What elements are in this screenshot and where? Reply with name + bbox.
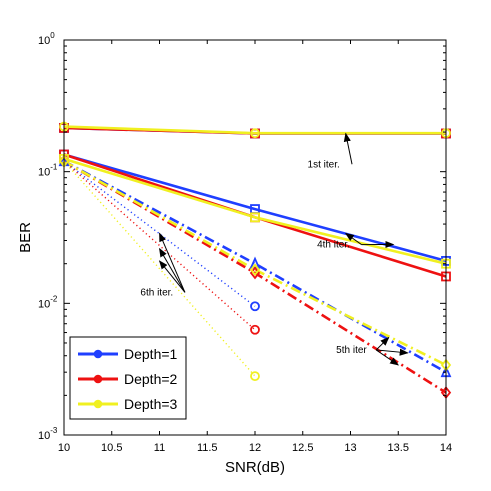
series-depth-3-4th-point xyxy=(250,212,260,223)
x-tick-label: 12.5 xyxy=(292,442,313,454)
y-axis-label: BER xyxy=(17,222,34,253)
y-tick-label: 100 xyxy=(38,31,55,47)
annotation-arrow xyxy=(343,132,353,165)
annotation-arrow xyxy=(375,349,399,366)
y-tick-label: 10-1 xyxy=(38,163,58,179)
annotation-arrow xyxy=(159,247,186,293)
x-tick-label: 14 xyxy=(440,442,452,454)
annotation-arrow xyxy=(376,348,409,356)
series-depth-3-4th-line xyxy=(63,157,447,265)
annotation-label: 1st iter. xyxy=(308,159,340,170)
plot-lines xyxy=(63,125,447,394)
legend-marker xyxy=(93,349,103,359)
series-depth-3-5th-point xyxy=(249,263,261,277)
series-depth-1-5th-point xyxy=(249,256,261,269)
legend-marker xyxy=(93,399,103,409)
plot-markers xyxy=(58,121,452,400)
annotation-label: 5th iter xyxy=(336,345,367,356)
annotation-arrow xyxy=(344,232,362,246)
y-tick-label: 10-2 xyxy=(38,294,58,310)
series-depth-2-5th-line xyxy=(63,160,447,394)
x-tick-label: 11.5 xyxy=(197,442,218,454)
annotation-arrow xyxy=(159,232,186,293)
series-depth-1-5th-line xyxy=(63,160,447,374)
annotation-label: 4th iter. xyxy=(317,240,350,251)
series-depth-3-5th-line xyxy=(63,160,447,367)
x-tick-label: 10.5 xyxy=(101,442,122,454)
series-depth-3-6th-point xyxy=(250,371,260,382)
x-tick-label: 11 xyxy=(154,442,165,454)
series-depth-2-6th-line xyxy=(63,160,256,331)
x-axis-ticks: 10 10.5 11 11.5 12 12.5 13 13.5 14 xyxy=(58,40,452,454)
series-depth-1-4th-line xyxy=(63,153,447,263)
x-axis-label: SNR(dB) xyxy=(225,459,285,476)
legend: Depth=1 Depth=2 Depth=3 xyxy=(69,336,187,420)
annotation-arrow xyxy=(375,336,390,351)
series-depth-3-1st-point xyxy=(250,128,260,139)
x-tick-label: 13 xyxy=(344,442,356,454)
x-tick-label: 13.5 xyxy=(388,442,409,454)
annotation-arrow xyxy=(158,260,186,293)
series-depth-1-6th-point xyxy=(250,301,260,312)
y-axis-ticks: 100 10-1 10-2 10-3 xyxy=(38,31,446,442)
x-tick-label: 12 xyxy=(249,442,261,454)
annotations: 1st iter. 4th iter. 6th iter. 5th iter xyxy=(140,132,409,366)
series-depth-2-6th-point xyxy=(250,324,260,335)
x-tick-label: 10 xyxy=(58,442,70,454)
y-tick-label: 10-3 xyxy=(38,426,58,442)
legend-label: Depth=3 xyxy=(124,396,178,412)
legend-label: Depth=1 xyxy=(124,346,178,362)
annotation-label: 6th iter. xyxy=(140,287,173,298)
series-depth-3-1st-line xyxy=(63,125,446,135)
legend-marker xyxy=(93,374,103,384)
legend-label: Depth=2 xyxy=(124,371,178,387)
